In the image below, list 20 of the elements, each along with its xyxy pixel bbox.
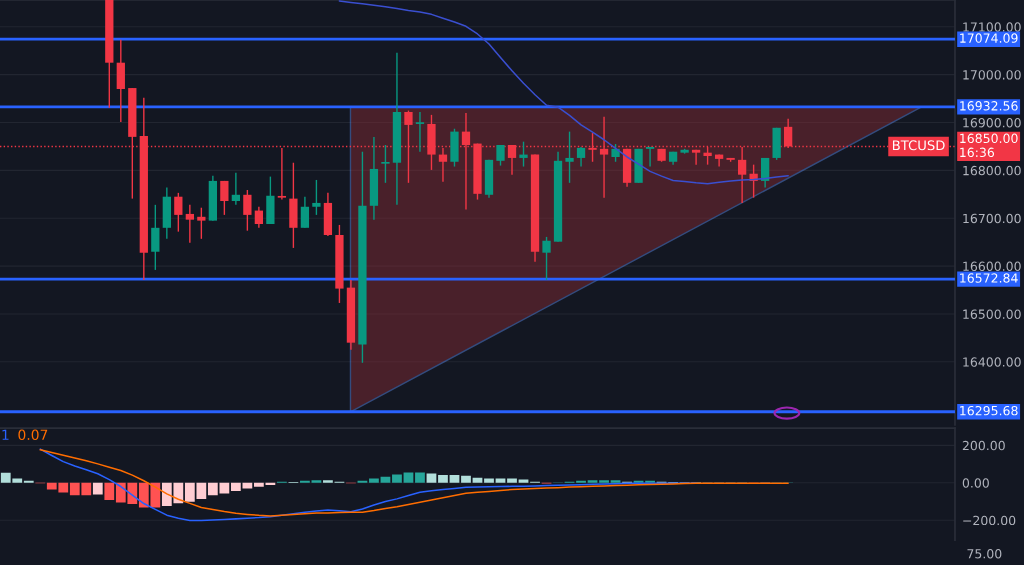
ref-line-label: 17074.09 (960, 33, 1018, 43)
annotation: 1 (2, 429, 9, 440)
annotation: BTCUSD (892, 140, 945, 151)
y-tick-label: 16500.00 (963, 309, 1021, 319)
y-tick-label: 16400.00 (963, 357, 1021, 367)
y-tick-label: 17100.00 (963, 22, 1021, 32)
y-tick-label: 16900.00 (963, 117, 1021, 128)
ref-line-label: 16572.84 (960, 273, 1018, 283)
annotation: 0.07 (18, 429, 48, 441)
text: 75.00 (967, 549, 1002, 559)
ref-line-label: 16850.00 16:36 (960, 133, 1018, 158)
y-tick-label: 17000.00 (963, 70, 1021, 80)
y-tick-label: 16800.00 (963, 165, 1021, 176)
ref-line-label: 16295.68 (960, 405, 1018, 416)
ref-line-label: 16932.56 (960, 101, 1018, 111)
y-tick-label: 16700.00 (963, 213, 1021, 224)
y-tick-label: 0.00 (962, 478, 989, 488)
y-tick-label: −200.00 (963, 515, 1016, 526)
y-tick-label: 16600.00 (963, 261, 1021, 272)
y-tick-label: 200.00 (962, 440, 1005, 451)
